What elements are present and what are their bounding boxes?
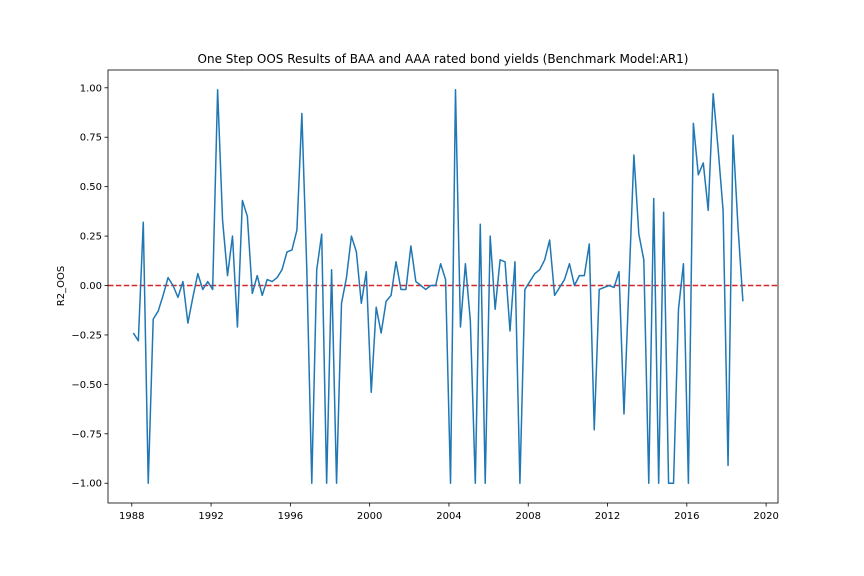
y-tick-label: −0.75 xyxy=(71,429,102,440)
y-axis-label: R2_OOS xyxy=(56,266,67,306)
plot-area xyxy=(107,69,779,504)
x-axis: 1988 1992 1996 2000 2004 2008 2012 2016 2020 xyxy=(119,503,779,522)
y-tick-label: 0.75 xyxy=(80,133,102,144)
y-axis: −1.00 −0.75 −0.50 −0.25 0.00 0.25 0.50 0.75 1.00 xyxy=(71,83,108,490)
x-tick-label: 1996 xyxy=(278,511,303,522)
y-tick-label: 1.00 xyxy=(80,83,102,94)
y-tick-label: −0.50 xyxy=(71,380,102,391)
series-line-0 xyxy=(132,89,744,484)
x-tick-label: 2020 xyxy=(753,511,778,522)
x-tick-label: 2008 xyxy=(516,511,541,522)
x-tick-label: 2000 xyxy=(357,511,382,522)
axes-frame xyxy=(107,69,779,504)
x-tick-label: 2016 xyxy=(674,511,699,522)
y-tick-label: 0.00 xyxy=(80,281,102,292)
x-tick-label: 2004 xyxy=(436,511,461,522)
y-tick-label: 0.25 xyxy=(80,232,102,243)
y-tick-label: −1.00 xyxy=(71,479,102,490)
x-tick-label: 1988 xyxy=(119,511,144,522)
chart-title: One Step OOS Results of BAA and AAA rate… xyxy=(198,52,689,66)
x-tick-label: 1992 xyxy=(198,511,223,522)
x-tick-label: 2012 xyxy=(595,511,620,522)
y-tick-label: 0.50 xyxy=(80,182,102,193)
y-tick-label: −0.25 xyxy=(71,330,102,341)
